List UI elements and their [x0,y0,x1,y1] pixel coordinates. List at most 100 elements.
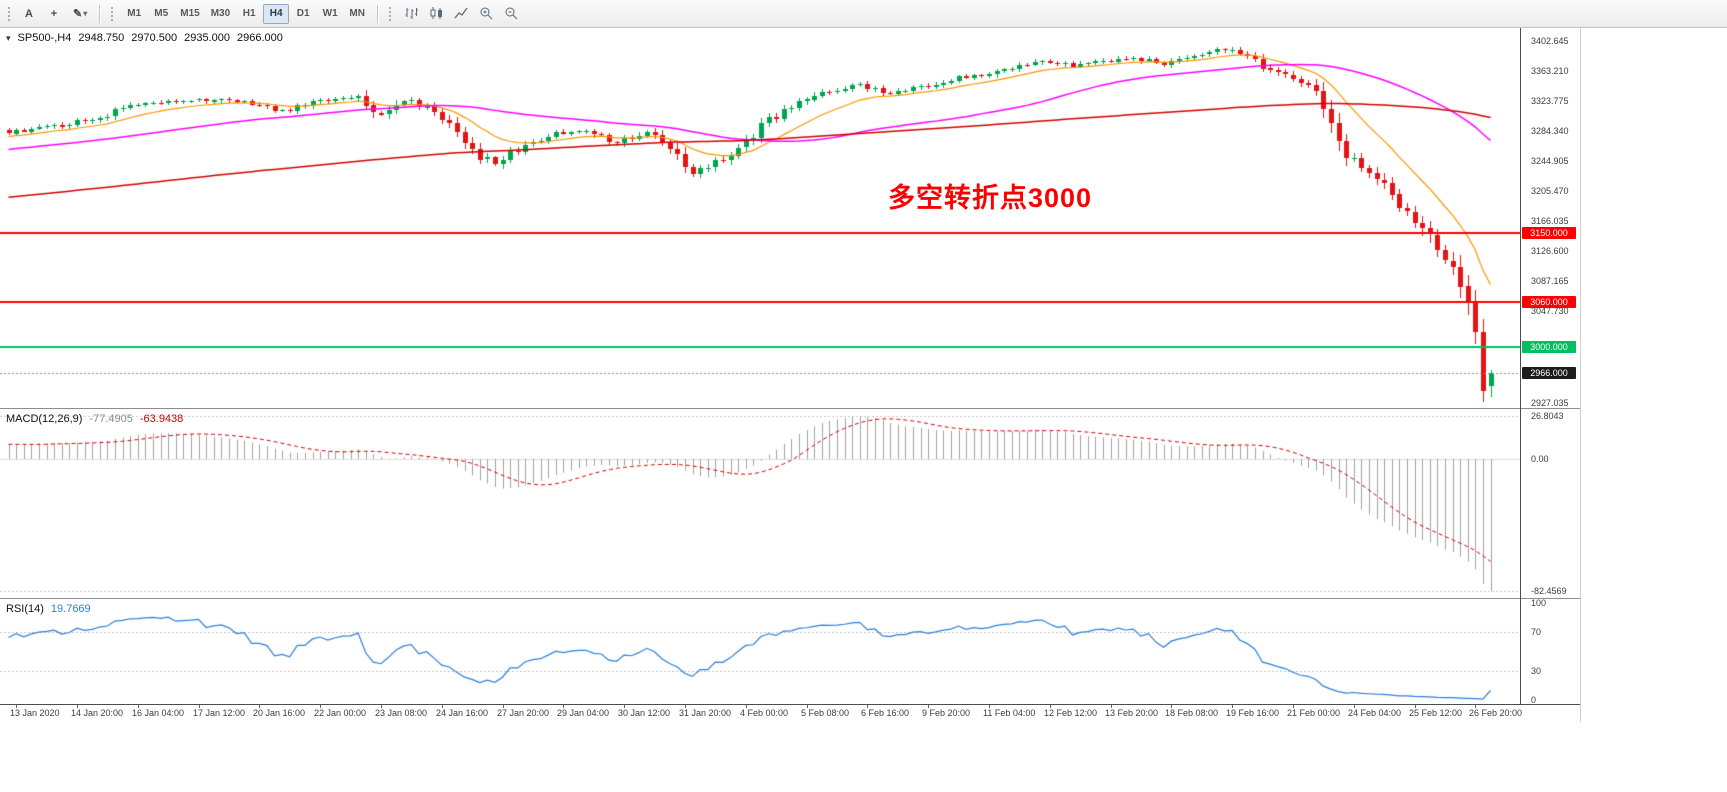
time-axis-label[interactable]: 27 Jan 20:00 [497,708,550,718]
time-axis-label[interactable]: 21 Feb 00:00 [1287,708,1341,718]
time-axis-label[interactable]: 17 Jan 12:00 [193,708,246,718]
crosshair-tool-button[interactable]: + [43,4,65,24]
chart-tools-toolbar [399,3,523,25]
time-axis-tick [1415,705,1416,708]
time-axis-label[interactable]: 20 Jan 16:00 [253,708,306,718]
rsi-axis-label: 70 [1531,627,1542,638]
hline-price-tag: 3060.000 [1522,295,1576,308]
timeframe-drag-handle[interactable] [110,5,116,22]
price-axis-label: 2927.035 [1531,397,1569,408]
macd-indicator-canvas[interactable] [0,409,1520,598]
main-toolbar: A + ✎ ▾ M1 M5 M15 M30 H1 H4 D1 W1 MN [0,0,1727,28]
time-axis-tick [685,705,686,708]
timeframe-button-m5[interactable]: M5 [148,4,174,24]
timeframe-button-h4[interactable]: H4 [263,3,290,24]
price-axis-label: 3205.470 [1531,186,1569,197]
time-axis-label[interactable]: 30 Jan 12:00 [618,708,671,718]
line-chart-icon[interactable] [449,3,473,25]
rsi-value: 19.7669 [50,603,91,615]
price-axis-label: 3087.165 [1531,275,1569,286]
time-axis-label[interactable]: 29 Jan 04:00 [557,708,610,718]
symbol-dropdown-icon[interactable]: ▾ [6,32,11,43]
time-axis-tick [1354,705,1355,708]
time-axis-label[interactable]: 9 Feb 20:00 [922,708,971,718]
timeframe-button-w1[interactable]: W1 [317,4,343,24]
time-axis-label[interactable]: 13 Feb 20:00 [1105,708,1159,718]
time-axis-label[interactable]: 14 Jan 20:00 [71,708,124,718]
macd-main-value: -77.4905 [89,413,133,425]
time-axis-label[interactable]: 16 Jan 04:00 [132,708,185,718]
macd-axis-label: -82.4569 [1531,586,1567,596]
time-axis-tick [381,705,382,708]
macd-axis-label: 0.00 [1531,453,1549,464]
time-axis-label[interactable]: 4 Feb 00:00 [740,708,789,718]
timeframe-button-d1[interactable]: D1 [290,4,316,24]
time-axis-tick [320,705,321,708]
hline-price-tag: 3150.000 [1522,227,1576,240]
timeframe-button-mn[interactable]: MN [344,4,370,24]
window-right-edge [1580,28,1581,722]
high-value: 2970.500 [131,32,178,44]
timeframe-button-h1[interactable]: H1 [236,4,262,24]
symbol-period-label: SP500-,H4 [17,32,72,44]
time-axis-label[interactable]: 22 Jan 00:00 [314,708,367,718]
time-axis-tick [989,705,990,708]
price-axis-label: 3284.340 [1531,126,1569,137]
price-axis-label: 3047.730 [1531,305,1569,316]
draw-tools-button[interactable]: ✎ ▾ [68,4,92,24]
timeframe-button-m30[interactable]: M30 [206,4,235,24]
panel-separator[interactable] [0,408,1581,409]
time-axis-tick [1293,705,1294,708]
rsi-axis-label: 0 [1531,695,1537,705]
time-axis-label[interactable]: 11 Feb 04:00 [983,708,1036,718]
close-value: 2966.000 [237,32,283,44]
time-axis-label[interactable]: 24 Jan 16:00 [436,708,489,718]
time-axis-tick [77,705,78,708]
rsi-name-label: RSI(14) [6,603,44,615]
panel-separator[interactable] [0,598,1581,599]
rsi-axis-label: 100 [1531,598,1547,608]
time-axis-label[interactable]: 25 Feb 12:00 [1409,708,1463,718]
chevron-down-icon: ▾ [83,9,88,18]
candlestick-chart-icon[interactable] [424,3,448,25]
time-axis-tick [1232,705,1233,708]
text-tool-button[interactable]: A [18,4,40,24]
chart-annotation-text: 多空转折点3000 [888,183,1093,213]
bar-chart-icon[interactable] [399,3,423,25]
toolbar-drag-handle[interactable] [7,5,12,22]
time-axis-tick [746,705,747,708]
time-axis-tick [16,705,17,708]
time-axis-label[interactable]: 6 Feb 16:00 [861,708,910,718]
time-axis-label[interactable]: 12 Feb 12:00 [1044,708,1098,718]
time-axis-tick [807,705,808,708]
time-axis-label[interactable]: 18 Feb 08:00 [1165,708,1219,718]
rsi-axis-label: 30 [1531,665,1542,676]
macd-name-label: MACD(12,26,9) [6,413,83,425]
time-axis-tick [1050,705,1051,708]
low-value: 2935.000 [184,32,231,44]
time-axis-label[interactable]: 5 Feb 08:00 [801,708,850,718]
timeframe-button-m1[interactable]: M1 [121,4,147,24]
price-axis-label: 3244.905 [1531,156,1569,167]
time-axis-label[interactable]: 19 Feb 16:00 [1226,708,1280,718]
zoom-in-icon[interactable] [474,3,498,25]
time-axis-tick [1171,705,1172,708]
timeframe-button-m15[interactable]: M15 [175,4,204,24]
chart-tools-drag-handle[interactable] [388,5,394,22]
time-axis-label[interactable]: 13 Jan 2020 [10,708,60,718]
time-axis-label[interactable]: 31 Jan 20:00 [679,708,732,718]
zoom-out-icon[interactable] [499,3,523,25]
time-axis-label[interactable]: 23 Jan 08:00 [375,708,428,718]
toolbar-separator [377,4,379,23]
time-axis-tick [624,705,625,708]
price-chart-canvas[interactable] [0,28,1520,408]
time-axis-label[interactable]: 24 Feb 04:00 [1348,708,1402,718]
time-axis-label[interactable]: 26 Feb 20:00 [1469,708,1523,718]
open-value: 2948.750 [78,32,125,44]
time-axis-tick [867,705,868,708]
rsi-indicator-canvas[interactable] [0,599,1520,704]
time-axis-tick [1111,705,1112,708]
price-axis-label: 3126.600 [1531,245,1569,256]
draw-tools-icon: ✎ [73,8,83,20]
price-axis-label: 3166.035 [1531,216,1569,226]
